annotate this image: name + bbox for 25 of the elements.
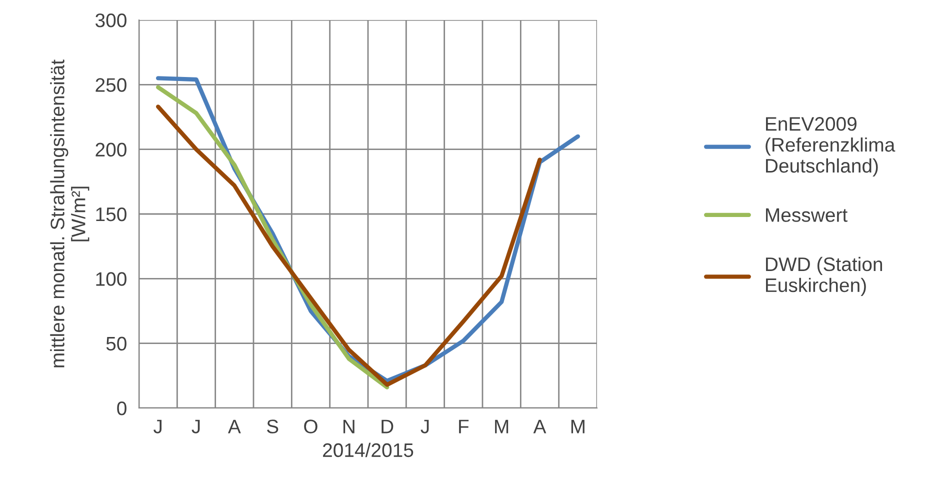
line-series [156,104,542,387]
x-tick-label: A [533,420,546,434]
legend-label: EnEV2009 (Referenzklima Deutschland) [766,117,896,177]
legend-label: Messwert [766,208,848,222]
y-tick-label: 0 [117,401,126,416]
x-axis-title: 2014/2015 [323,442,414,458]
x-tick-label: M [571,420,584,434]
x-tick-label: M [495,420,508,434]
x-tick-label: J [154,420,162,434]
y-tick-label: 200 [96,142,126,157]
legend-label: DWD (Station Euskirchen) [766,256,882,296]
y-tick-label: 50 [106,336,126,351]
x-tick-label: S [266,420,278,434]
y-axis-title: mittlere monatl. Strahlungsintensität [W/m²] [50,60,90,368]
x-tick-label: A [228,420,241,434]
y-tick-label: 300 [95,13,126,28]
y-tick-label: 250 [96,78,126,92]
y-tick-label: 150 [96,207,126,222]
x-tick-label: N [343,420,354,434]
x-tick-label: F [459,420,469,434]
x-tick-label: J [192,420,200,434]
x-tick-label: O [304,420,318,434]
y-tick-label: 100 [96,272,126,286]
x-tick-label: D [382,420,394,434]
x-tick-label: J [420,420,429,434]
